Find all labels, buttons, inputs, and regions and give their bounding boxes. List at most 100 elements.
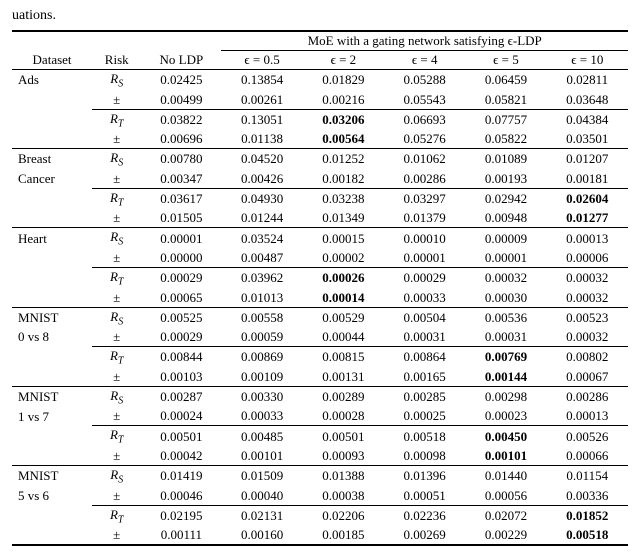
risk-cell: ± [92,249,141,268]
value-cell: 0.00844 [141,347,221,368]
value-cell: 0.00165 [384,368,465,387]
pm-symbol: ± [113,92,120,107]
value-cell: 0.01154 [547,465,628,486]
table-head: MoE with a gating network satisfying ϵ-L… [12,31,628,70]
value-cell: 0.01013 [221,289,302,308]
col-noldp: No LDP [141,51,221,70]
value-cell: 0.00261 [221,91,302,110]
value-cell: 0.00111 [141,526,221,545]
risk-cell: RS [92,228,141,249]
risk-cell: RS [92,149,141,170]
dataset-cell [12,130,92,149]
col-eps-2: ϵ = 4 [384,51,465,70]
value-cell: 0.00031 [384,328,465,347]
value-cell: 0.00336 [547,487,628,506]
value-cell: 0.01252 [303,149,384,170]
dataset-cell [12,347,92,368]
value-cell: 0.01505 [141,209,221,228]
value-cell: 0.03822 [141,109,221,130]
value-cell: 0.00065 [141,289,221,308]
risk-RT: RT [110,427,124,442]
value-cell: 0.00001 [384,249,465,268]
value-cell: 0.00269 [384,526,465,545]
risk-cell: ± [92,447,141,466]
value-cell: 0.03501 [547,130,628,149]
value-cell: 0.00002 [303,249,384,268]
value-cell: 0.02604 [547,188,628,209]
dataset-cell: MNIST [12,386,92,407]
dataset-cell [12,209,92,228]
pm-symbol: ± [113,210,120,225]
value-cell: 0.02236 [384,505,465,526]
risk-cell: RS [92,70,141,91]
value-cell: 0.00160 [221,526,302,545]
dataset-cell [12,447,92,466]
value-cell: 0.00536 [465,307,546,328]
value-cell: 0.02072 [465,505,546,526]
value-cell: 0.00013 [547,228,628,249]
value-cell: 0.03617 [141,188,221,209]
risk-RS: RS [110,388,123,403]
risk-cell: RS [92,386,141,407]
value-cell: 0.00815 [303,347,384,368]
moe-header: MoE with a gating network satisfying ϵ-L… [221,31,628,51]
value-cell: 0.01509 [221,465,302,486]
value-cell: 0.01852 [547,505,628,526]
value-cell: 0.00001 [141,228,221,249]
col-eps-4: ϵ = 10 [547,51,628,70]
value-cell: 0.06459 [465,70,546,91]
pm-symbol: ± [113,369,120,384]
value-cell: 0.00144 [465,368,546,387]
value-cell: 0.03648 [547,91,628,110]
pm-symbol: ± [113,408,120,423]
value-cell: 0.00487 [221,249,302,268]
value-cell: 0.00056 [465,487,546,506]
value-cell: 0.01349 [303,209,384,228]
risk-cell: ± [92,526,141,545]
value-cell: 0.02195 [141,505,221,526]
value-cell: 0.00948 [465,209,546,228]
value-cell: 0.00028 [303,407,384,426]
value-cell: 0.00030 [465,289,546,308]
value-cell: 0.00285 [384,386,465,407]
value-cell: 0.00014 [303,289,384,308]
risk-RS: RS [110,150,123,165]
risk-cell: RT [92,505,141,526]
value-cell: 0.06693 [384,109,465,130]
value-cell: 0.07757 [465,109,546,130]
value-cell: 0.00287 [141,386,221,407]
value-cell: 0.01396 [384,465,465,486]
dataset-cell [12,267,92,288]
value-cell: 0.00051 [384,487,465,506]
col-eps-1: ϵ = 2 [303,51,384,70]
value-cell: 0.00024 [141,407,221,426]
pm-symbol: ± [113,448,120,463]
value-cell: 0.00046 [141,487,221,506]
value-cell: 0.00869 [221,347,302,368]
dataset-cell: 1 vs 7 [12,407,92,426]
risk-cell: RT [92,347,141,368]
value-cell: 0.00286 [384,170,465,189]
col-dataset: Dataset [12,51,92,70]
value-cell: 0.00501 [141,426,221,447]
value-cell: 0.00032 [547,267,628,288]
col-eps-3: ϵ = 5 [465,51,546,70]
dataset-cell: Ads [12,70,92,91]
value-cell: 0.00769 [465,347,546,368]
value-cell: 0.01062 [384,149,465,170]
risk-cell: RT [92,426,141,447]
value-cell: 0.00029 [141,328,221,347]
value-cell: 0.00023 [465,407,546,426]
value-cell: 0.04930 [221,188,302,209]
value-cell: 0.05288 [384,70,465,91]
value-cell: 0.00185 [303,526,384,545]
value-cell: 0.02131 [221,505,302,526]
risk-RT: RT [110,111,124,126]
value-cell: 0.00098 [384,447,465,466]
value-cell: 0.01207 [547,149,628,170]
dataset-cell: MNIST [12,307,92,328]
risk-cell: RT [92,109,141,130]
value-cell: 0.01829 [303,70,384,91]
table-body: AdsRS0.024250.138540.018290.052880.06459… [12,70,628,546]
value-cell: 0.00780 [141,149,221,170]
